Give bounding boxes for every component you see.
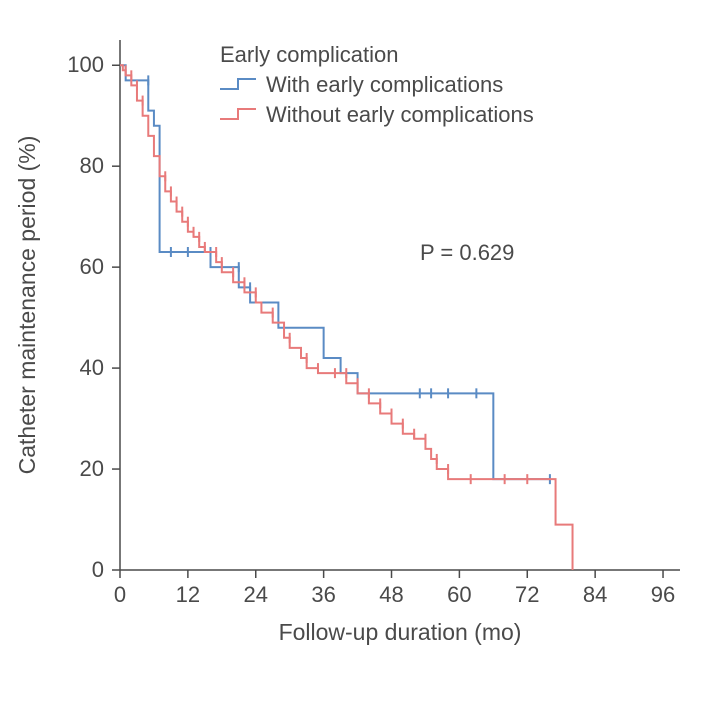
x-tick-label: 84 [583,582,607,607]
x-tick-label: 96 [651,582,675,607]
y-tick-label: 0 [92,557,104,582]
x-tick-label: 48 [379,582,403,607]
x-tick-label: 12 [176,582,200,607]
y-tick-label: 100 [67,52,104,77]
x-tick-label: 36 [311,582,335,607]
x-tick-label: 24 [244,582,268,607]
series-with-early [120,65,550,479]
legend-swatch [220,109,256,119]
x-tick-label: 60 [447,582,471,607]
legend-swatch [220,79,256,89]
y-tick-label: 60 [80,254,104,279]
y-tick-label: 80 [80,153,104,178]
legend-item-label: With early complications [266,72,503,97]
x-tick-label: 0 [114,582,126,607]
x-tick-label: 72 [515,582,539,607]
series-without-early [120,65,573,570]
y-axis-label: Catheter maintenance period (%) [14,136,40,475]
km-chart: 0 20 40 60 80 100 0 12 24 36 48 60 72 84 96 Follow-up d… [0,0,708,715]
p-value: P = 0.629 [420,240,514,265]
legend-title: Early complication [220,42,399,67]
legend-item-label: Without early complications [266,102,534,127]
x-axis-label: Follow-up duration (mo) [279,619,522,645]
y-tick-label: 40 [80,355,104,380]
y-tick-label: 20 [80,456,104,481]
chart-svg: 0 20 40 60 80 100 0 12 24 36 48 60 72 84 96 Follow-up d… [0,0,708,715]
